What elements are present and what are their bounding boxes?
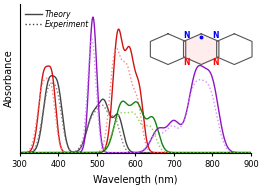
Text: N: N xyxy=(184,31,190,40)
Legend: Theory, Experiment: Theory, Experiment xyxy=(24,8,91,31)
Text: N: N xyxy=(213,31,219,40)
Text: N: N xyxy=(184,58,190,67)
Text: N: N xyxy=(213,58,219,67)
Polygon shape xyxy=(184,34,219,64)
X-axis label: Wavelength (nm): Wavelength (nm) xyxy=(93,175,178,185)
Y-axis label: Absorbance: Absorbance xyxy=(4,50,14,107)
